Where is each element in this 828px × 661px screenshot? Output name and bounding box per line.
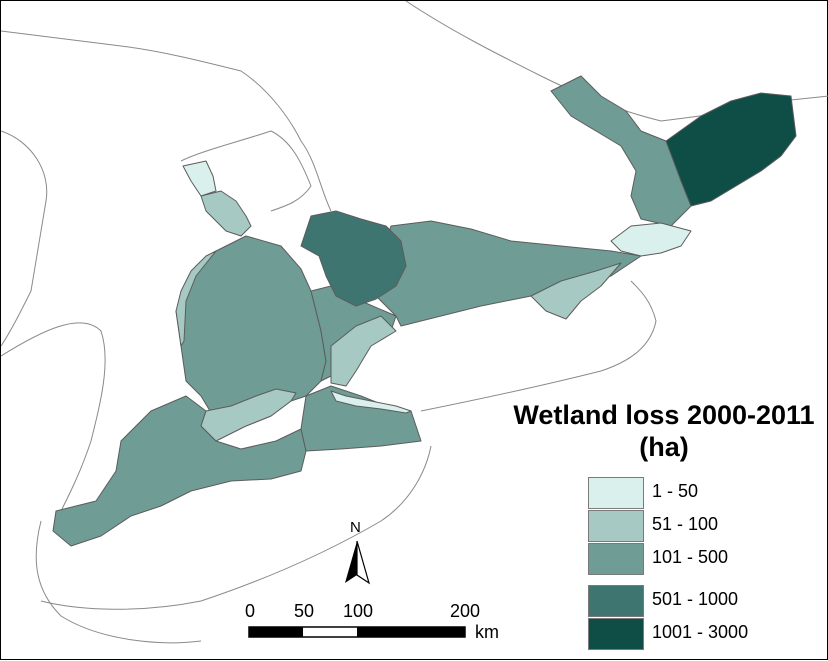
region-huron-shore: [175, 250, 217, 347]
region-tobermory: [182, 160, 217, 197]
lake-ontario-south-shore: [420, 280, 657, 412]
region-niagara: [300, 385, 422, 452]
region-cornwall: [610, 222, 692, 257]
southern-land-outline: [35, 520, 202, 644]
region-hamilton: [330, 315, 397, 387]
region-eastern-ontario: [665, 92, 797, 207]
region-kingston: [530, 262, 622, 320]
region-bruce-peninsula: [200, 190, 252, 237]
legend-title-line2: (ha): [639, 432, 689, 462]
georgian-bay-coast: [180, 130, 312, 212]
region-toronto-shore: [330, 390, 412, 414]
scale-bar: [248, 626, 466, 638]
legend-swatch: [588, 543, 644, 575]
lake-huron-west-shore: [1, 322, 106, 512]
western-land-outline: [1, 130, 48, 347]
legend-swatch: [588, 585, 644, 617]
legend-title: Wetland loss 2000-2011 (ha): [506, 399, 822, 463]
scale-tick-50: 50: [293, 601, 315, 621]
legend-title-line1: Wetland loss 2000-2011: [513, 400, 815, 430]
region-lake-erie-west: [52, 395, 307, 547]
scale-tick-100: 100: [342, 601, 374, 621]
legend-label: 1001 - 3000: [652, 622, 749, 642]
legend-swatch: [588, 477, 644, 509]
north-label: N: [350, 519, 361, 536]
legend-swatch: [588, 618, 644, 650]
lake-erie-south-shore: [40, 445, 432, 610]
region-muskoka: [300, 210, 407, 307]
scale-tick-200: 200: [449, 601, 481, 621]
legend-swatch: [588, 510, 644, 542]
legend-label: 51 - 100: [652, 514, 719, 534]
legend-label: 1 - 50: [652, 481, 699, 501]
legend-label: 101 - 500: [652, 547, 729, 567]
scale-tick-0: 0: [244, 601, 256, 621]
north-arrow-icon: [345, 540, 371, 585]
region-london-sand-plain: [200, 388, 297, 442]
legend-label: 501 - 1000: [652, 589, 739, 609]
scale-unit: km: [475, 622, 499, 642]
region-ottawa-valley: [550, 75, 692, 227]
northern-shoreline: [1, 30, 332, 212]
